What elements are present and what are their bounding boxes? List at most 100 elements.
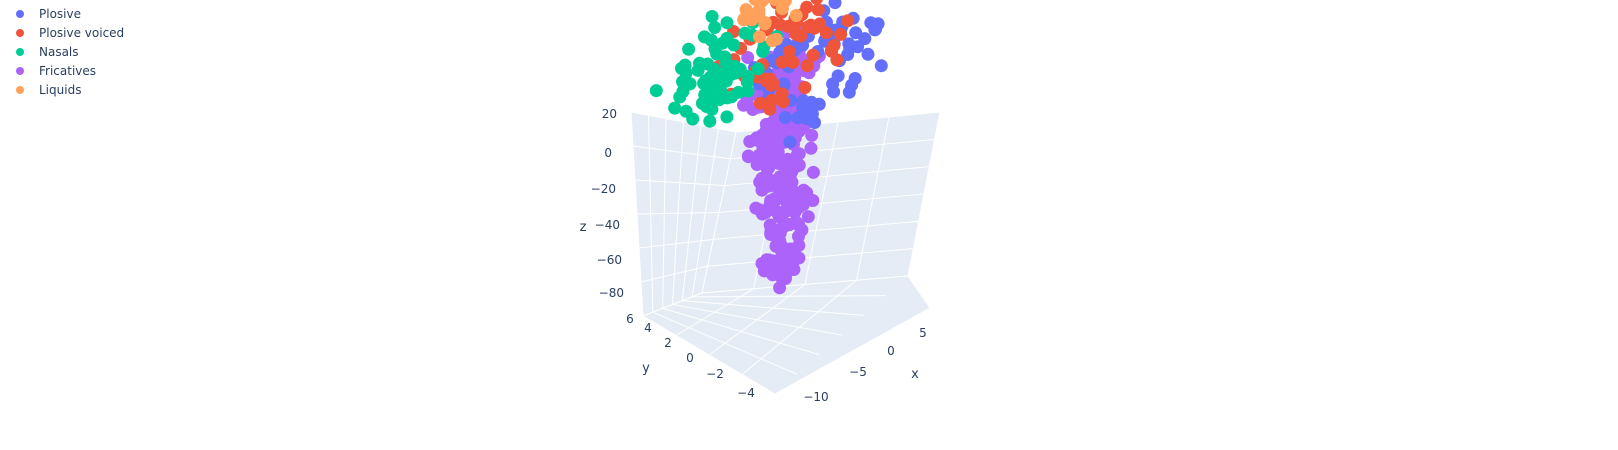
fricatives-point bbox=[800, 186, 814, 200]
plosive-point bbox=[874, 59, 888, 73]
plosive-point bbox=[842, 85, 856, 99]
plosive-voiced-point bbox=[765, 93, 779, 107]
nasals-point bbox=[697, 76, 711, 90]
plosive-point bbox=[861, 47, 875, 61]
nasals-point bbox=[705, 10, 719, 23]
y-tick-label: 4 bbox=[644, 321, 652, 335]
nasals-point bbox=[708, 21, 722, 34]
z-tick-label: −40 bbox=[595, 218, 620, 232]
fricatives-point bbox=[801, 210, 815, 224]
fricatives-point bbox=[805, 128, 819, 142]
fricatives-point bbox=[772, 181, 786, 195]
plosive-point bbox=[812, 97, 826, 111]
z-tick-label: −60 bbox=[597, 253, 622, 267]
legend-item-fricatives[interactable]: Fricatives bbox=[10, 61, 124, 80]
fricatives-point bbox=[749, 201, 763, 215]
plosive-point bbox=[828, 0, 842, 10]
liquids-point bbox=[749, 10, 763, 24]
nasals-point bbox=[741, 69, 755, 83]
y-tick-label: 0 bbox=[686, 351, 694, 365]
fricatives-point bbox=[781, 170, 795, 184]
nasals-point bbox=[741, 84, 755, 98]
plosive-voiced-point bbox=[775, 55, 789, 69]
fricatives-point bbox=[775, 249, 789, 263]
fricatives-point bbox=[741, 150, 755, 164]
z-tick-label: 20 bbox=[602, 107, 617, 121]
fricatives-point bbox=[773, 281, 787, 295]
nasals-point bbox=[705, 92, 719, 106]
plosive-voiced-point bbox=[811, 3, 825, 17]
z-axis-title: z bbox=[580, 220, 587, 235]
legend-item-nasals[interactable]: Nasals bbox=[10, 42, 124, 61]
plosive-voiced-point bbox=[827, 39, 841, 53]
liquids-point bbox=[753, 30, 766, 44]
fricatives-point bbox=[792, 251, 806, 265]
liquids-point bbox=[758, 16, 772, 30]
legend-marker-plosive bbox=[16, 9, 24, 18]
legend-item-plosive[interactable]: Plosive bbox=[10, 4, 124, 23]
x-tick-label: −10 bbox=[803, 390, 828, 404]
fricatives-point bbox=[804, 141, 818, 155]
legend-label-nasals: Nasals bbox=[39, 44, 79, 59]
y-grid-line bbox=[681, 125, 864, 316]
z-tick-label: −20 bbox=[591, 182, 616, 196]
plosive-point bbox=[827, 85, 841, 99]
plosive-voiced-point bbox=[767, 77, 781, 91]
liquids-point bbox=[748, 0, 762, 6]
legend-marker-liquids bbox=[16, 85, 24, 94]
nasals-point bbox=[668, 101, 682, 115]
plosive-point bbox=[842, 37, 856, 51]
legend-item-liquids[interactable]: Liquids bbox=[10, 80, 124, 99]
x-tick-label: 0 bbox=[887, 344, 895, 358]
plosive-point bbox=[796, 100, 810, 114]
fricatives-point bbox=[785, 194, 799, 208]
fricatives-point bbox=[768, 192, 782, 205]
legend-label-fricatives: Fricatives bbox=[39, 63, 97, 78]
y-grid-line bbox=[648, 115, 798, 375]
nasals-point bbox=[703, 114, 717, 128]
nasals-point bbox=[732, 85, 745, 99]
y-tick-label: 2 bbox=[664, 336, 672, 350]
legend-item-plosive-voiced[interactable]: Plosive voiced bbox=[10, 23, 124, 42]
fricatives-point bbox=[792, 238, 806, 252]
fricatives-point bbox=[753, 175, 767, 189]
legend-label-plosive-voiced: Plosive voiced bbox=[39, 25, 125, 40]
fricatives-point bbox=[781, 158, 795, 172]
plosive-point bbox=[778, 111, 792, 124]
plosive-voiced-point bbox=[776, 95, 790, 109]
z-tick-label: 0 bbox=[604, 146, 612, 160]
plosive-voiced-point bbox=[841, 14, 855, 28]
fricatives-point bbox=[792, 218, 806, 232]
plosive-point bbox=[777, 77, 791, 91]
liquids-point bbox=[789, 9, 803, 22]
liquids-point bbox=[769, 32, 783, 46]
x-axis-title: x bbox=[911, 367, 919, 382]
plosive-voiced-point bbox=[834, 27, 848, 41]
plosive-voiced-point bbox=[806, 48, 820, 62]
nasals-point bbox=[751, 62, 765, 76]
nasals-point bbox=[682, 42, 696, 56]
fricatives-point bbox=[788, 76, 801, 90]
z-tick-label: −80 bbox=[599, 286, 624, 300]
plosive-point bbox=[783, 135, 797, 149]
y-tick-label: 6 bbox=[626, 312, 634, 326]
fricatives-point bbox=[792, 147, 806, 161]
fricatives-point bbox=[767, 226, 781, 240]
y-grid-line bbox=[671, 121, 842, 336]
fricatives-point bbox=[769, 239, 783, 253]
nasals-point bbox=[738, 26, 752, 40]
fricatives-point bbox=[760, 253, 774, 267]
legend-label-plosive: Plosive bbox=[39, 6, 81, 21]
liquids-point bbox=[738, 12, 752, 25]
back-wall bbox=[701, 111, 941, 294]
y-grid-line bbox=[691, 128, 886, 298]
nasals-point bbox=[673, 90, 687, 104]
nasals-point bbox=[693, 56, 706, 70]
plosive-voiced-point bbox=[819, 26, 833, 40]
fricatives-point bbox=[752, 148, 766, 162]
nasals-point bbox=[720, 31, 734, 45]
legend-marker-plosive-voiced bbox=[16, 28, 24, 37]
plosive-voiced-point bbox=[753, 96, 767, 110]
